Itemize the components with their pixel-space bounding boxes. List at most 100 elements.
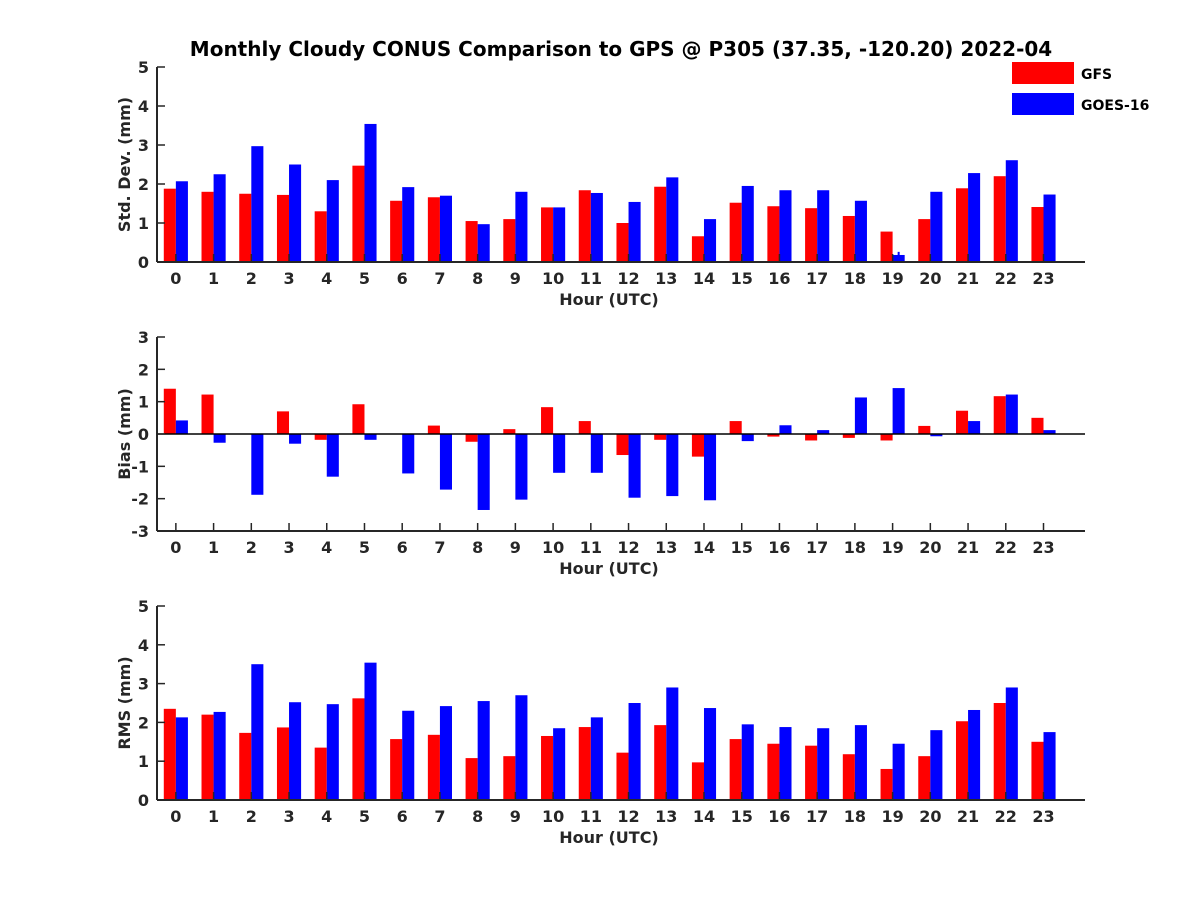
bar-gfs-hour-9 bbox=[503, 756, 516, 800]
x-tick-label: 5 bbox=[359, 807, 370, 826]
x-tick-label: 15 bbox=[731, 807, 753, 826]
x-tick-label: 10 bbox=[542, 538, 564, 557]
x-tick-label: 14 bbox=[693, 538, 715, 557]
y-tick-label: -2 bbox=[131, 490, 149, 509]
y-tick-label: 2 bbox=[138, 360, 149, 379]
bar-gfs-hour-17 bbox=[805, 745, 818, 800]
x-tick-label: 14 bbox=[693, 807, 715, 826]
bar-gfs-hour-21 bbox=[955, 188, 969, 262]
bar-goes-16-hour-2 bbox=[251, 664, 264, 800]
x-tick-label: 3 bbox=[283, 269, 294, 288]
x-tick-label: 12 bbox=[617, 538, 639, 557]
x-tick-label: 14 bbox=[693, 269, 715, 288]
legend-label-goes-16: GOES-16 bbox=[1081, 98, 1149, 114]
bar-gfs-hour-2 bbox=[239, 193, 252, 262]
bar-goes-16-hour-1 bbox=[213, 174, 226, 262]
bar-goes-16-hour-23 bbox=[1043, 732, 1056, 800]
bar-goes-16-hour-3 bbox=[289, 434, 302, 444]
bar-goes-16-hour-6 bbox=[402, 434, 415, 474]
y-tick-label: 5 bbox=[138, 58, 149, 77]
bar-gfs-hour-0 bbox=[163, 188, 176, 262]
bar-goes-16-hour-19 bbox=[892, 254, 905, 262]
x-axis-label: Hour (UTC) bbox=[559, 290, 659, 309]
bar-gfs-hour-20 bbox=[918, 425, 931, 434]
bar-goes-16-hour-20 bbox=[930, 730, 943, 800]
x-tick-label: 10 bbox=[542, 269, 564, 288]
bar-gfs-hour-12 bbox=[616, 223, 629, 262]
bar-gfs-hour-8 bbox=[465, 221, 478, 262]
bar-goes-16-hour-5 bbox=[364, 123, 377, 262]
x-tick-label: 7 bbox=[434, 807, 445, 826]
x-tick-label: 16 bbox=[768, 538, 790, 557]
bar-goes-16-hour-7 bbox=[439, 706, 452, 800]
x-tick-label: 22 bbox=[995, 269, 1017, 288]
x-tick-label: 2 bbox=[246, 269, 257, 288]
bar-goes-16-hour-12 bbox=[628, 201, 641, 262]
bar-gfs-hour-15 bbox=[729, 202, 742, 262]
bar-goes-16-hour-21 bbox=[968, 173, 981, 262]
bar-goes-16-hour-10 bbox=[553, 207, 566, 262]
bar-goes-16-hour-11 bbox=[590, 192, 603, 262]
bar-gfs-hour-3 bbox=[276, 194, 290, 262]
bar-goes-16-hour-11 bbox=[590, 717, 603, 800]
bar-goes-16-hour-15 bbox=[741, 185, 754, 262]
x-tick-label: 0 bbox=[170, 269, 181, 288]
legend-swatch-goes-16 bbox=[1012, 93, 1074, 115]
x-tick-label: 23 bbox=[1032, 269, 1054, 288]
x-tick-label: 0 bbox=[170, 807, 181, 826]
bar-goes-16-hour-22 bbox=[1005, 160, 1018, 262]
x-tick-label: 7 bbox=[434, 538, 445, 557]
bar-gfs-hour-14 bbox=[691, 236, 704, 262]
bar-gfs-hour-13 bbox=[654, 725, 667, 800]
x-axis-label: Hour (UTC) bbox=[559, 828, 659, 847]
bar-gfs-hour-4 bbox=[314, 434, 327, 440]
bar-goes-16-hour-8 bbox=[477, 434, 490, 510]
bar-goes-16-hour-4 bbox=[326, 180, 339, 262]
x-tick-label: 11 bbox=[580, 269, 602, 288]
bar-goes-16-hour-21 bbox=[968, 709, 981, 800]
bar-goes-16-hour-19 bbox=[892, 743, 905, 800]
x-tick-label: 2 bbox=[246, 807, 257, 826]
bar-goes-16-hour-13 bbox=[666, 687, 679, 800]
x-tick-label: 19 bbox=[881, 807, 903, 826]
bar-goes-16-hour-22 bbox=[1005, 394, 1018, 434]
bar-goes-16-hour-9 bbox=[515, 695, 528, 800]
bar-goes-16-hour-14 bbox=[703, 708, 717, 800]
x-tick-label: 13 bbox=[655, 807, 677, 826]
bar-gfs-hour-18 bbox=[842, 215, 855, 262]
bar-goes-16-hour-21 bbox=[968, 421, 981, 434]
bar-gfs-hour-22 bbox=[993, 703, 1006, 800]
bar-gfs-hour-23 bbox=[1031, 741, 1044, 800]
bar-gfs-hour-10 bbox=[541, 407, 554, 434]
bar-goes-16-hour-7 bbox=[439, 434, 452, 490]
bar-gfs-hour-7 bbox=[427, 425, 440, 434]
bar-goes-16-hour-6 bbox=[402, 710, 415, 800]
bar-gfs-hour-22 bbox=[993, 396, 1006, 434]
bar-gfs-hour-11 bbox=[578, 421, 591, 434]
x-tick-label: 23 bbox=[1032, 538, 1054, 557]
y-axis-label: RMS (mm) bbox=[115, 656, 134, 749]
bar-gfs-hour-1 bbox=[201, 714, 214, 800]
x-tick-label: 20 bbox=[919, 269, 941, 288]
bar-goes-16-hour-16 bbox=[779, 727, 792, 800]
bar-goes-16-hour-0 bbox=[175, 181, 188, 262]
x-tick-label: 6 bbox=[397, 538, 408, 557]
bar-gfs-hour-19 bbox=[880, 768, 893, 800]
x-tick-label: 16 bbox=[768, 269, 790, 288]
bar-goes-16-hour-15 bbox=[741, 434, 754, 442]
bar-gfs-hour-16 bbox=[767, 434, 780, 437]
x-tick-label: 21 bbox=[957, 538, 979, 557]
x-tick-label: 1 bbox=[208, 538, 219, 557]
bar-gfs-hour-17 bbox=[805, 434, 818, 441]
bar-gfs-hour-22 bbox=[993, 176, 1006, 262]
bar-gfs-hour-7 bbox=[427, 734, 440, 800]
y-axis-label: Std. Dev. (mm) bbox=[115, 97, 134, 232]
y-tick-label: 1 bbox=[138, 214, 149, 233]
bar-goes-16-hour-16 bbox=[779, 190, 792, 262]
bar-gfs-hour-3 bbox=[276, 411, 290, 434]
y-tick-label: 3 bbox=[138, 675, 149, 694]
bar-goes-16-hour-19 bbox=[892, 388, 905, 434]
